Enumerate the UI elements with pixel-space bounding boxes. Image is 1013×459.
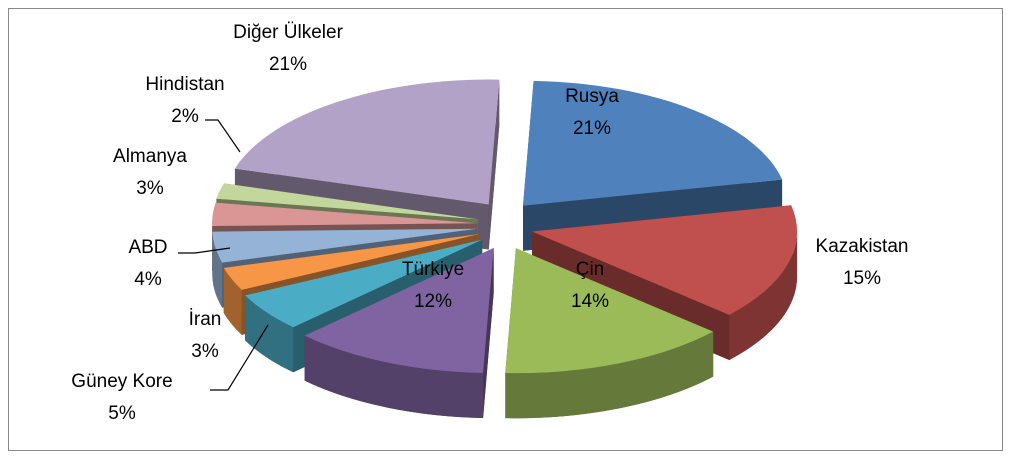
slice-value-label: 21% (573, 118, 611, 139)
slice-wall (304, 335, 484, 418)
slice-wall (223, 267, 242, 335)
slice (505, 248, 714, 374)
slice-label: Kazakistan (816, 236, 909, 257)
leader-line (210, 324, 269, 391)
slice (223, 234, 479, 290)
leader-line (178, 247, 231, 254)
slice-label: Türkiye (402, 259, 464, 280)
slice-label: Hindistan (145, 74, 224, 95)
pie-tops (212, 79, 798, 374)
labels: Rusya 21% Kazakistan 15% Çin 14% Türkiye 12% Gün… (71, 22, 908, 424)
slice (216, 183, 478, 220)
slice-wall (245, 295, 294, 373)
slice-value-label: 15% (843, 268, 881, 289)
slice (212, 228, 478, 263)
slice (234, 79, 500, 205)
slice-label: İran (189, 309, 222, 330)
slice-label: Çin (576, 259, 605, 280)
slice-value-label: 4% (134, 269, 162, 290)
slice-label: Almanya (113, 146, 187, 167)
slice-label: Güney Kore (71, 371, 172, 392)
slice-value-label: 2% (171, 106, 199, 127)
slice (245, 239, 483, 328)
slice-value-label: 14% (571, 291, 609, 312)
slice (304, 248, 494, 373)
slice-label: Rusya (565, 86, 619, 107)
slice-wall (505, 331, 714, 419)
slice-value-label: 12% (414, 291, 452, 312)
slice-label: ABD (128, 237, 167, 258)
slice (212, 202, 478, 227)
slice-wall (729, 231, 798, 360)
leader-line (205, 119, 241, 153)
slice-value-label: 3% (136, 178, 164, 199)
slice (532, 205, 798, 315)
slice-value-label: 5% (108, 403, 136, 424)
slice-wall (488, 79, 500, 250)
slice-label: Diğer Ülkeler (233, 22, 343, 43)
slice-value-label: 21% (269, 54, 307, 75)
slice-value-label: 3% (191, 341, 219, 362)
slice (523, 80, 783, 206)
